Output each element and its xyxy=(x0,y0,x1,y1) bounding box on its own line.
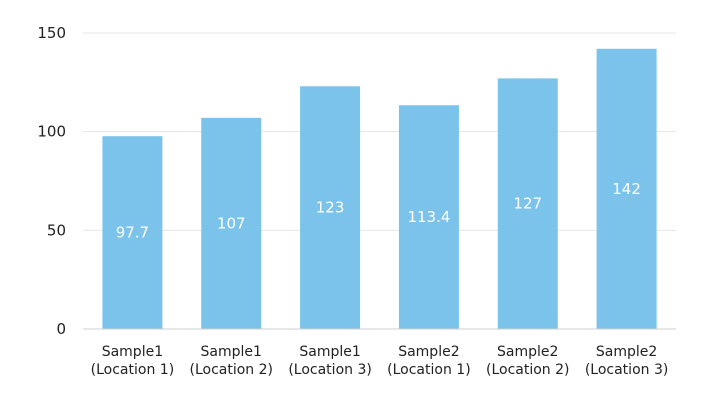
gridlines xyxy=(83,32,676,231)
x-tick-label-5: Sample2 (Location 2) xyxy=(486,344,570,378)
bar-3[interactable] xyxy=(300,86,361,329)
data-label-3: 123 xyxy=(316,199,345,217)
data-label-5: 127 xyxy=(513,195,542,213)
y-tick-label-50: 50 xyxy=(47,221,66,239)
y-tick-label-100: 100 xyxy=(37,123,66,141)
bar-6[interactable] xyxy=(596,48,657,329)
y-tick-label-150: 150 xyxy=(37,24,66,42)
y-tick-label-0: 0 xyxy=(56,320,66,338)
data-labels: 97.7 107 123 113.4 127 142 xyxy=(116,180,641,242)
x-tick-label-4: Sample2 (Location 1) xyxy=(387,344,471,378)
bar-2[interactable] xyxy=(201,117,262,329)
bars xyxy=(102,48,657,330)
x-tick-label-1: Sample1 (Location 1) xyxy=(91,344,175,378)
data-label-1: 97.7 xyxy=(116,224,149,242)
bar-5[interactable] xyxy=(497,78,558,330)
bar-1[interactable] xyxy=(102,136,163,329)
bar-4[interactable] xyxy=(398,105,459,329)
data-label-2: 107 xyxy=(217,214,246,232)
axes: 0 50 100 150 Sample1 (Location 1) Sample1 (Loca… xyxy=(37,24,676,378)
data-label-4: 113.4 xyxy=(407,208,450,226)
data-label-6: 142 xyxy=(612,180,641,198)
x-tick-label-3: Sample1 (Location 3) xyxy=(288,344,372,378)
x-tick-label-6: Sample2 (Location 3) xyxy=(585,344,669,378)
x-tick-label-2: Sample1 (Location 2) xyxy=(190,344,274,378)
